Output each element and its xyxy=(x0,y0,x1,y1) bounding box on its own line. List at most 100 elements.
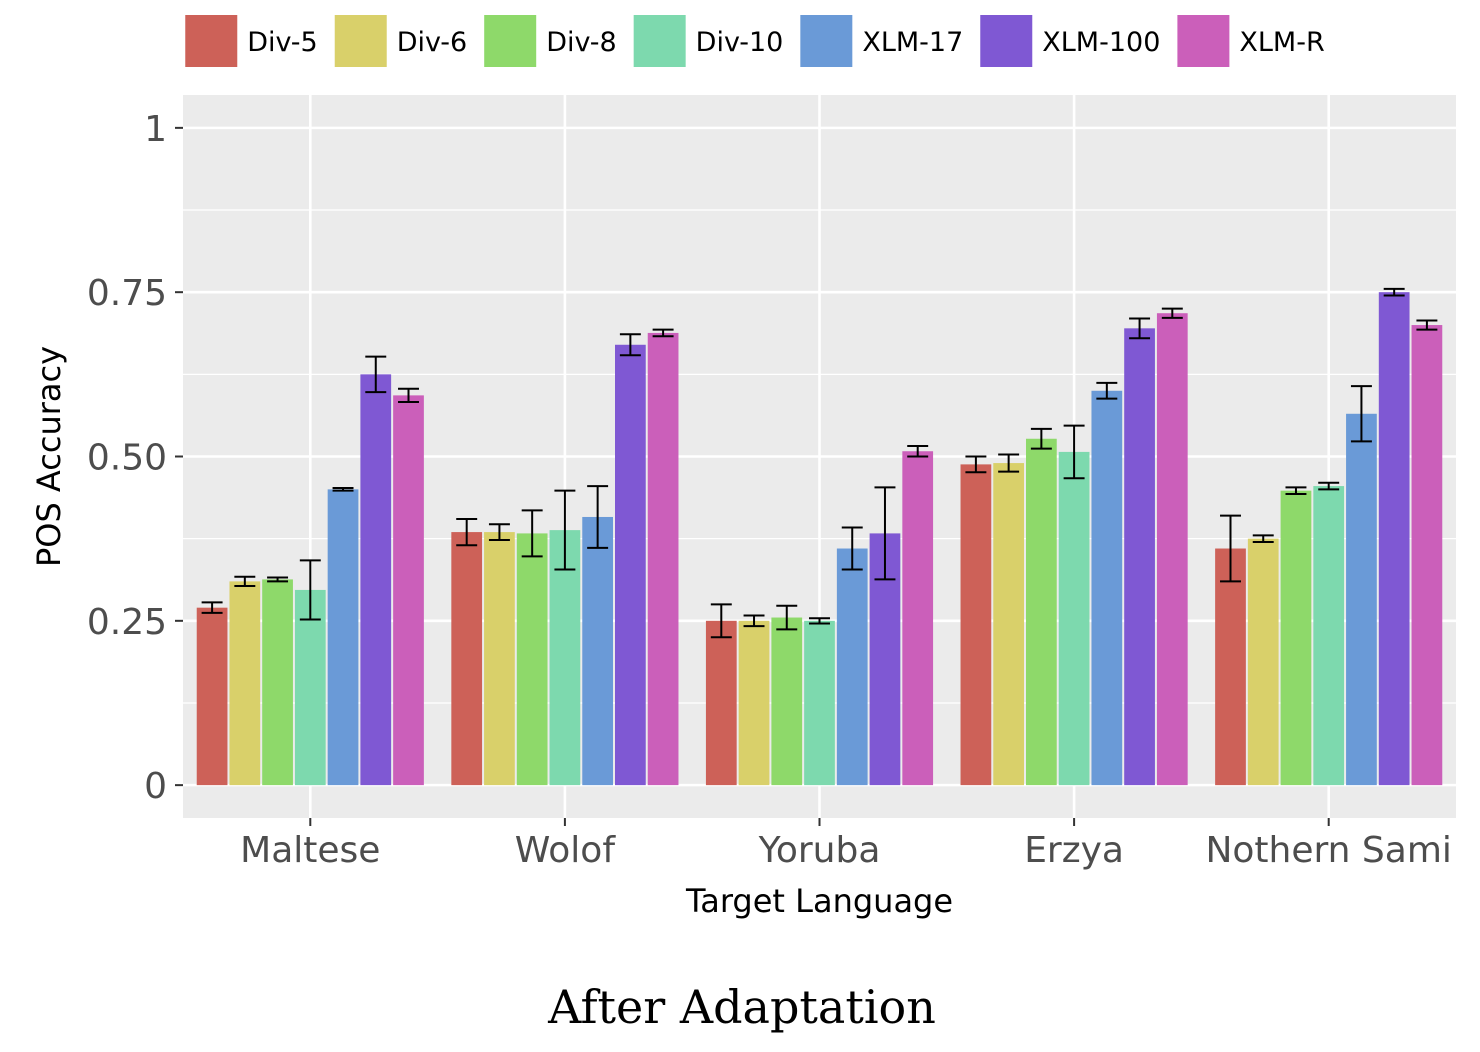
error-bar-xlm-r-erzya xyxy=(1161,307,1183,319)
y-axis: 0 0.25 0.50 0.75 1 xyxy=(87,109,183,807)
bar-xlm-100-erzya xyxy=(1124,328,1155,786)
error-bar-xlm-17-erzya xyxy=(1096,381,1118,400)
x-axis-title: Target Language xyxy=(685,882,953,920)
bar-div-6-erzya xyxy=(993,463,1024,786)
legend-label-div-8: Div-8 xyxy=(546,27,616,58)
legend-label-div-10: Div-10 xyxy=(696,27,784,58)
x-tick-label: Wolof xyxy=(515,830,617,871)
error-bar-div-8-erzya xyxy=(1030,427,1052,450)
bar-xlm-r-yoruba xyxy=(902,451,934,786)
bar-div-6-wolof xyxy=(484,532,515,786)
error-bar-xlm-r-yoruba xyxy=(907,444,929,458)
error-bar-xlm-17-maltese xyxy=(332,487,354,492)
error-bar-div-5-maltese xyxy=(201,601,223,614)
error-bar-div-10-nothern-sami xyxy=(1318,481,1340,491)
legend-item-div-8: Div-8 xyxy=(484,15,617,67)
bar-div-8-yoruba xyxy=(771,617,803,786)
error-bar-div-5-erzya xyxy=(965,455,987,474)
bar-div-5-yoruba xyxy=(705,620,737,786)
x-tick-label: Erzya xyxy=(1024,830,1124,871)
bar-div-8-erzya xyxy=(1025,438,1057,786)
error-bar-xlm-100-nothern-sami xyxy=(1383,287,1405,297)
error-bar-div-8-yoruba xyxy=(776,604,798,631)
legend-item-xlm-100: XLM-100 xyxy=(980,15,1160,67)
bar-xlm-100-nothern-sami xyxy=(1378,292,1410,786)
x-axis: Maltese Wolof Yoruba Erzya Nothern Sami xyxy=(240,818,1452,871)
bar-xlm-17-erzya xyxy=(1091,390,1123,786)
legend-key-div-5 xyxy=(185,15,238,67)
error-bar-xlm-17-wolof xyxy=(587,485,609,549)
error-bar-div-8-nothern-sami xyxy=(1285,486,1307,495)
y-tick-label: 0.25 xyxy=(87,602,167,643)
legend-item-div-6: Div-6 xyxy=(334,15,467,67)
error-bar-xlm-r-maltese xyxy=(398,387,419,403)
legend-key-xlm-100 xyxy=(980,15,1033,67)
error-bar-div-8-maltese xyxy=(267,576,289,583)
error-bar-xlm-17-yoruba xyxy=(841,526,863,571)
x-tick-label: Yoruba xyxy=(758,830,881,871)
legend-label-xlm-100: XLM-100 xyxy=(1042,27,1160,58)
error-bar-div-8-wolof xyxy=(521,509,543,558)
error-bar-div-5-nothern-sami xyxy=(1220,514,1241,583)
legend-item-div-5: Div-5 xyxy=(185,15,318,67)
error-bar-div-10-erzya xyxy=(1063,424,1085,480)
legend-key-div-8 xyxy=(484,15,537,67)
error-bar-div-10-yoruba xyxy=(809,617,830,625)
x-tick-label: Nothern Sami xyxy=(1205,830,1451,871)
error-bar-div-6-erzya xyxy=(998,453,1020,473)
bar-div-6-nothern-sami xyxy=(1247,538,1279,786)
error-bar-xlm-100-wolof xyxy=(619,333,641,357)
legend-label-div-5: Div-5 xyxy=(247,27,317,58)
bar-div-10-erzya xyxy=(1058,451,1090,786)
bars xyxy=(196,292,1443,786)
legend-key-div-10 xyxy=(633,15,686,67)
bar-div-8-nothern-sami xyxy=(1280,490,1312,786)
bar-div-10-maltese xyxy=(294,589,326,786)
error-bar-div-6-maltese xyxy=(234,575,256,587)
y-tick-label: 0.75 xyxy=(87,273,167,314)
legend-item-xlm-17: XLM-17 xyxy=(800,15,963,67)
bar-div-6-yoruba xyxy=(738,620,770,786)
chart-caption: After Adaptation xyxy=(547,980,936,1034)
legend-label-div-6: Div-6 xyxy=(397,27,467,58)
error-bar-div-5-yoruba xyxy=(710,603,732,639)
bar-div-6-maltese xyxy=(229,581,261,786)
legend-label-xlm-17: XLM-17 xyxy=(862,27,963,58)
bar-div-8-wolof xyxy=(516,533,548,786)
bar-xlm-17-yoruba xyxy=(836,548,868,786)
legend-label-xlm-r: XLM-R xyxy=(1239,27,1324,58)
error-bar-xlm-r-nothern-sami xyxy=(1416,319,1438,331)
legend-item-div-10: Div-10 xyxy=(633,15,784,67)
error-bar-div-10-wolof xyxy=(554,489,576,571)
error-bar-xlm-r-wolof xyxy=(652,328,674,338)
error-bar-div-6-wolof xyxy=(488,523,510,541)
bar-xlm-100-wolof xyxy=(615,344,646,786)
bar-xlm-r-erzya xyxy=(1156,313,1188,786)
error-bar-div-6-yoruba xyxy=(743,614,765,628)
error-bar-xlm-100-erzya xyxy=(1129,317,1151,340)
bar-xlm-100-maltese xyxy=(360,374,392,786)
error-bar-xlm-17-nothern-sami xyxy=(1350,385,1372,443)
error-bar-xlm-100-maltese xyxy=(365,355,387,394)
y-tick-label: 0 xyxy=(144,766,167,807)
bar-div-5-nothern-sami xyxy=(1215,548,1246,786)
bar-xlm-r-nothern-sami xyxy=(1411,325,1443,786)
bar-xlm-17-wolof xyxy=(582,516,614,786)
y-tick-label: 0.50 xyxy=(87,438,167,479)
bar-div-10-yoruba xyxy=(804,620,835,786)
bar-xlm-17-maltese xyxy=(327,489,359,786)
legend-key-div-6 xyxy=(334,15,387,67)
error-bar-div-5-wolof xyxy=(456,517,478,547)
legend-key-xlm-r xyxy=(1177,15,1230,67)
bar-div-10-nothern-sami xyxy=(1313,486,1345,786)
error-bars xyxy=(201,287,1438,639)
legend-key-xlm-17 xyxy=(800,15,853,67)
bar-div-5-maltese xyxy=(196,607,228,786)
legend: Div-5 Div-6 Div-8 Div-10 XLM-17 XLM-100 XLM-R xyxy=(185,15,1325,67)
bar-xlm-r-wolof xyxy=(647,332,679,786)
error-bar-xlm-100-yoruba xyxy=(874,486,896,581)
bar-div-5-wolof xyxy=(451,532,483,786)
bar-div-5-erzya xyxy=(960,464,992,786)
bar-xlm-r-maltese xyxy=(393,395,424,786)
